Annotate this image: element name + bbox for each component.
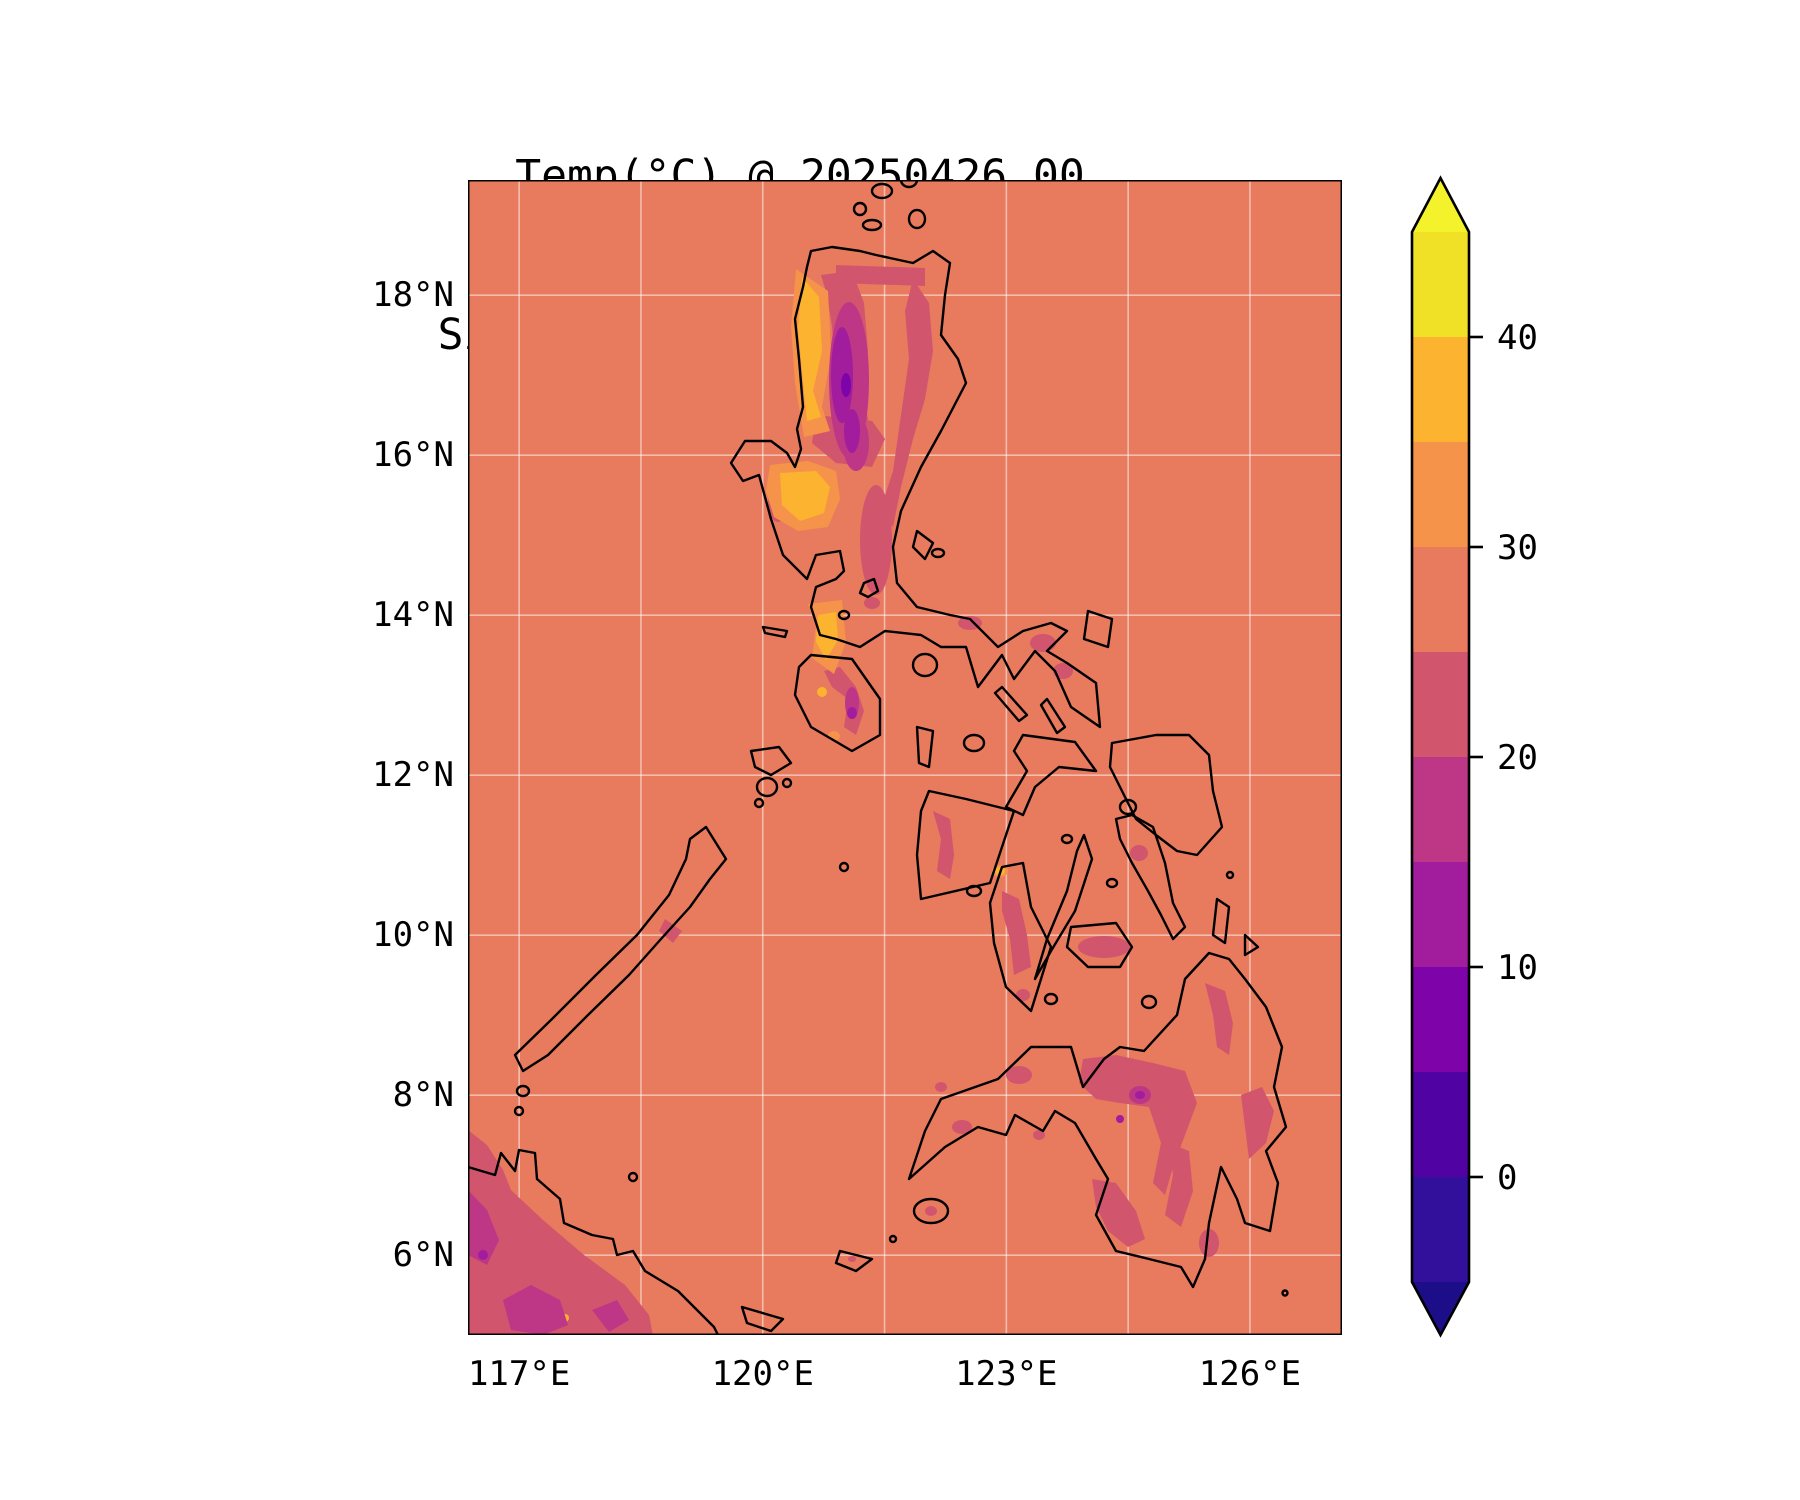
- colorbar-band: [1412, 1177, 1469, 1282]
- coastline-ticao: [1039, 697, 1067, 735]
- patches-5-10: [841, 373, 851, 397]
- map-axes: [468, 180, 1342, 1335]
- y-tick-label: 14°N: [372, 595, 454, 636]
- colorbar-tick-label: 10: [1497, 948, 1538, 988]
- coastline-masbate: [1004, 733, 1098, 817]
- coastline-polillo: [911, 529, 935, 561]
- colorbar-under-arrow: [1412, 1282, 1469, 1335]
- coastline-dinagat: [1211, 897, 1231, 945]
- coastline-mindanao: [907, 951, 1288, 1289]
- coastline-jolo: [834, 1249, 874, 1273]
- coastline-catanduanes: [1082, 609, 1114, 649]
- coastline-lubang: [761, 625, 789, 639]
- x-tick-label: 117°E: [467, 1354, 571, 1394]
- y-tick-label: 6°N: [392, 1235, 454, 1276]
- coastline-siargao: [1243, 933, 1260, 957]
- colorbar-band: [1412, 547, 1469, 652]
- coastline-luzon: [729, 245, 1102, 729]
- colorbar-band: [1412, 967, 1469, 1072]
- x-tick-label: 120°E: [711, 1354, 814, 1394]
- coastline-panay: [915, 789, 1016, 901]
- colorbar-band: [1412, 862, 1469, 967]
- coastline-samar: [1108, 733, 1224, 857]
- y-tick-label: 8°N: [392, 1075, 454, 1116]
- coastline-tablas: [915, 725, 935, 769]
- colorbar-band: [1412, 442, 1469, 547]
- colorbar-band: [1412, 337, 1469, 442]
- colorbar-band: [1412, 652, 1469, 757]
- y-tick-label: 18°N: [372, 275, 454, 316]
- colorbar-band: [1412, 1072, 1469, 1177]
- map-svg: [468, 180, 1342, 1335]
- coastline-mindoro: [793, 653, 882, 753]
- colorbar-tick-label: 30: [1497, 528, 1538, 568]
- map-background-sea: [468, 180, 1342, 1335]
- colorbar-tick-label: 0: [1497, 1158, 1517, 1198]
- coastline-busuanga: [749, 745, 793, 777]
- y-tick-label: 16°N: [372, 435, 454, 476]
- coastline-tawitawi: [740, 1305, 785, 1333]
- colorbar-over-arrow: [1412, 178, 1469, 232]
- patches-20-25: [468, 265, 1274, 1335]
- colorbar-tick-label: 40: [1497, 318, 1538, 358]
- coastline-leyte: [1114, 813, 1187, 941]
- y-tick-label: 12°N: [372, 755, 454, 796]
- coastline-cebu: [1033, 833, 1094, 981]
- coastlines: [468, 180, 1289, 1335]
- colorbar-tick-label: 20: [1497, 738, 1538, 778]
- patches-10-15: [478, 327, 1145, 1260]
- coastline-burias: [993, 685, 1029, 723]
- colorbar-band: [1412, 757, 1469, 862]
- x-tick-label: 123°E: [955, 1354, 1058, 1394]
- colorbar-outline: [1410, 175, 1471, 1338]
- coastline-small-islands: [513, 180, 1289, 1297]
- coastline-negros: [988, 861, 1053, 1013]
- coastline-palawan: [513, 825, 728, 1073]
- colorbar-band: [1412, 232, 1469, 337]
- y-tick-label: 10°N: [372, 915, 454, 956]
- coastline-borneo: [468, 1148, 720, 1335]
- x-tick-label: 126°E: [1198, 1354, 1302, 1394]
- graticule-gridlines: [468, 180, 1342, 1335]
- coastline-bohol: [1065, 921, 1134, 969]
